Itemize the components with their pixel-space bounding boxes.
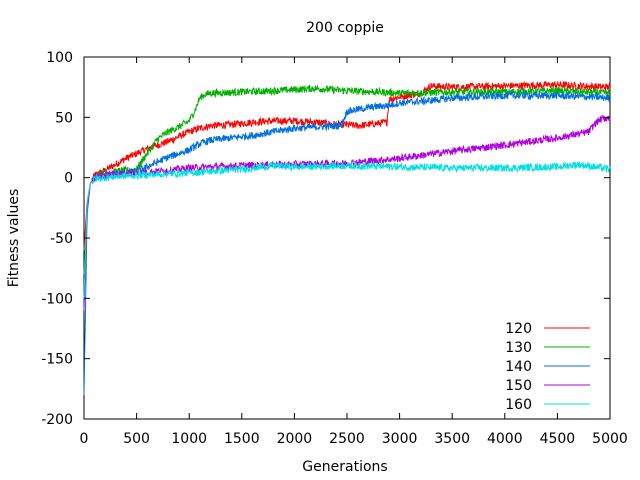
- x-tick-label: 2000: [277, 431, 313, 447]
- x-tick-label: 3000: [382, 431, 418, 447]
- x-tick-label: 3500: [434, 431, 470, 447]
- y-tick-label: 100: [46, 50, 73, 66]
- legend: 120 130 140 150 160: [505, 321, 590, 413]
- legend-label: 140: [505, 359, 532, 375]
- y-tick-label: -200: [41, 412, 73, 428]
- x-tick-label: 1500: [224, 431, 260, 447]
- y-tick-label: -150: [41, 352, 73, 368]
- x-tick-label: 4500: [540, 431, 576, 447]
- x-tick-label: 500: [123, 431, 150, 447]
- x-tick-label: 5000: [592, 431, 628, 447]
- series-line-160: [83, 161, 611, 299]
- x-axis-label: Generations: [302, 459, 387, 475]
- x-axis-ticks: 0 500 1000 1500 2000 2500 3000 3500 4000 4500 5000: [80, 57, 628, 447]
- x-tick-label: 4000: [487, 431, 523, 447]
- series-line-130: [83, 84, 611, 275]
- legend-label: 130: [505, 340, 532, 356]
- legend-label: 160: [505, 397, 532, 413]
- series-line-140: [83, 90, 611, 395]
- y-tick-label: 50: [55, 110, 73, 126]
- y-tick-label: -50: [50, 231, 73, 247]
- y-axis-ticks: -200 -150 -100 -50 0 50 100: [41, 50, 610, 428]
- y-axis-label: Fitness values: [6, 189, 22, 287]
- series-line-120: [83, 80, 611, 251]
- x-tick-label: 1000: [171, 431, 207, 447]
- legend-label: 150: [505, 378, 532, 394]
- x-tick-label: 2500: [329, 431, 365, 447]
- x-tick-label: 0: [80, 431, 89, 447]
- chart-title: 200 coppie: [306, 20, 384, 36]
- legend-label: 120: [505, 321, 532, 337]
- plot-area: [83, 80, 611, 395]
- y-tick-label: -100: [41, 291, 73, 307]
- y-tick-label: 0: [64, 171, 73, 187]
